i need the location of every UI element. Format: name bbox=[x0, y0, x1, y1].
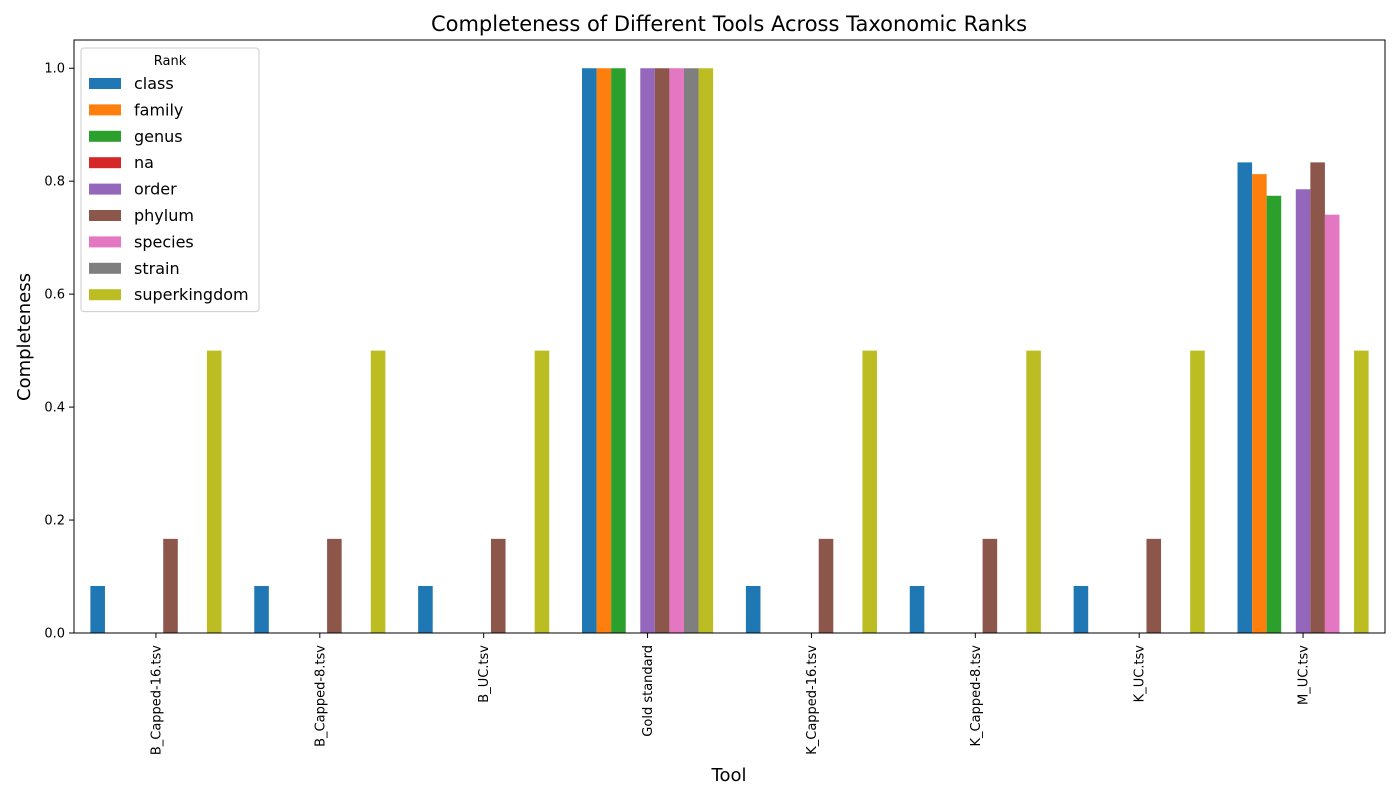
x-tick-label: B_Capped-16.tsv bbox=[149, 645, 164, 755]
bar-species bbox=[1324, 214, 1340, 633]
bar-superkingdom bbox=[862, 350, 877, 633]
bars-group bbox=[90, 68, 1369, 634]
x-tick-label: M_UC.tsv bbox=[1297, 645, 1312, 705]
bar-phylum bbox=[982, 538, 998, 633]
bar-species bbox=[669, 68, 684, 634]
bar-genus bbox=[1266, 195, 1282, 633]
bar-strain bbox=[683, 68, 699, 634]
bar-class bbox=[1237, 162, 1253, 633]
bar-phylum bbox=[1310, 162, 1325, 633]
bar-class bbox=[254, 585, 269, 633]
legend-swatch-phylum bbox=[89, 210, 121, 221]
legend-label-genus: genus bbox=[134, 127, 183, 146]
bar-class bbox=[745, 585, 761, 633]
x-tick-label: K_UC.tsv bbox=[1133, 645, 1148, 703]
bar-order bbox=[1295, 189, 1311, 633]
bar-class bbox=[909, 585, 925, 633]
plot-frame bbox=[73, 39, 1386, 634]
bar-class bbox=[418, 585, 433, 633]
legend-frame bbox=[80, 47, 260, 313]
bar-order bbox=[640, 68, 655, 634]
y-axis: 0.0 0.2 0.4 0.6 0.8 1.0 bbox=[44, 62, 74, 642]
x-tick-label: K_Capped-8.tsv bbox=[969, 645, 984, 747]
legend-swatch-genus bbox=[89, 130, 121, 142]
x-axis-title: Tool bbox=[711, 765, 747, 786]
bar-family bbox=[1252, 174, 1267, 633]
legend: Rank class family genus na order phylum species… bbox=[80, 47, 260, 313]
bar-superkingdom bbox=[1354, 350, 1369, 633]
bar-superkingdom bbox=[1190, 350, 1205, 633]
bar-genus bbox=[611, 68, 626, 634]
bar-superkingdom bbox=[698, 68, 714, 634]
bar-superkingdom bbox=[370, 350, 386, 633]
x-axis: B_Capped-16.tsv B_Capped-8.tsv B_UC.tsv Gol… bbox=[149, 633, 1312, 755]
bar-phylum bbox=[327, 538, 342, 633]
legend-swatch-superkingdom bbox=[89, 289, 121, 301]
legend-swatch-na bbox=[89, 157, 121, 169]
x-tick-label: K_Capped-16.tsv bbox=[805, 645, 820, 755]
y-tick-label: 0.6 bbox=[44, 288, 65, 303]
legend-title: Rank bbox=[154, 54, 187, 69]
bar-family bbox=[596, 68, 612, 634]
bar-superkingdom bbox=[206, 350, 222, 633]
legend-swatch-strain bbox=[89, 262, 121, 274]
y-axis-title: Completeness bbox=[14, 273, 35, 401]
bar-phylum bbox=[163, 538, 178, 633]
legend-label-na: na bbox=[134, 153, 154, 172]
legend-label-family: family bbox=[134, 100, 183, 119]
legend-label-superkingdom: superkingdom bbox=[134, 285, 249, 304]
legend-swatch-class bbox=[89, 78, 121, 89]
bar-superkingdom bbox=[534, 350, 550, 633]
x-tick-label: B_Capped-8.tsv bbox=[313, 645, 328, 747]
bar-class bbox=[1073, 585, 1089, 633]
legend-label-class: class bbox=[134, 74, 174, 93]
bar-phylum bbox=[654, 68, 670, 634]
bar-phylum bbox=[1146, 538, 1162, 633]
legend-label-phylum: phylum bbox=[134, 206, 194, 225]
bar-superkingdom bbox=[1026, 350, 1041, 633]
y-tick-label: 0.4 bbox=[44, 401, 65, 416]
bar-class bbox=[90, 585, 105, 633]
x-tick-label: Gold standard bbox=[641, 645, 656, 737]
bar-phylum bbox=[490, 538, 506, 633]
y-tick-label: 0.0 bbox=[44, 627, 65, 642]
y-tick-label: 0.8 bbox=[44, 175, 65, 190]
x-tick-label: B_UC.tsv bbox=[477, 645, 492, 703]
legend-label-species: species bbox=[134, 232, 194, 251]
legend-swatch-family bbox=[89, 104, 121, 116]
bar-phylum bbox=[818, 538, 834, 633]
y-tick-label: 1.0 bbox=[44, 62, 65, 77]
chart-title: Completeness of Different Tools Across T… bbox=[431, 12, 1027, 36]
legend-swatch-species bbox=[89, 236, 121, 248]
legend-label-strain: strain bbox=[134, 259, 180, 278]
y-tick-label: 0.2 bbox=[44, 514, 65, 529]
bar-class bbox=[582, 68, 597, 634]
legend-swatch-order bbox=[89, 183, 121, 195]
legend-label-order: order bbox=[134, 180, 177, 199]
